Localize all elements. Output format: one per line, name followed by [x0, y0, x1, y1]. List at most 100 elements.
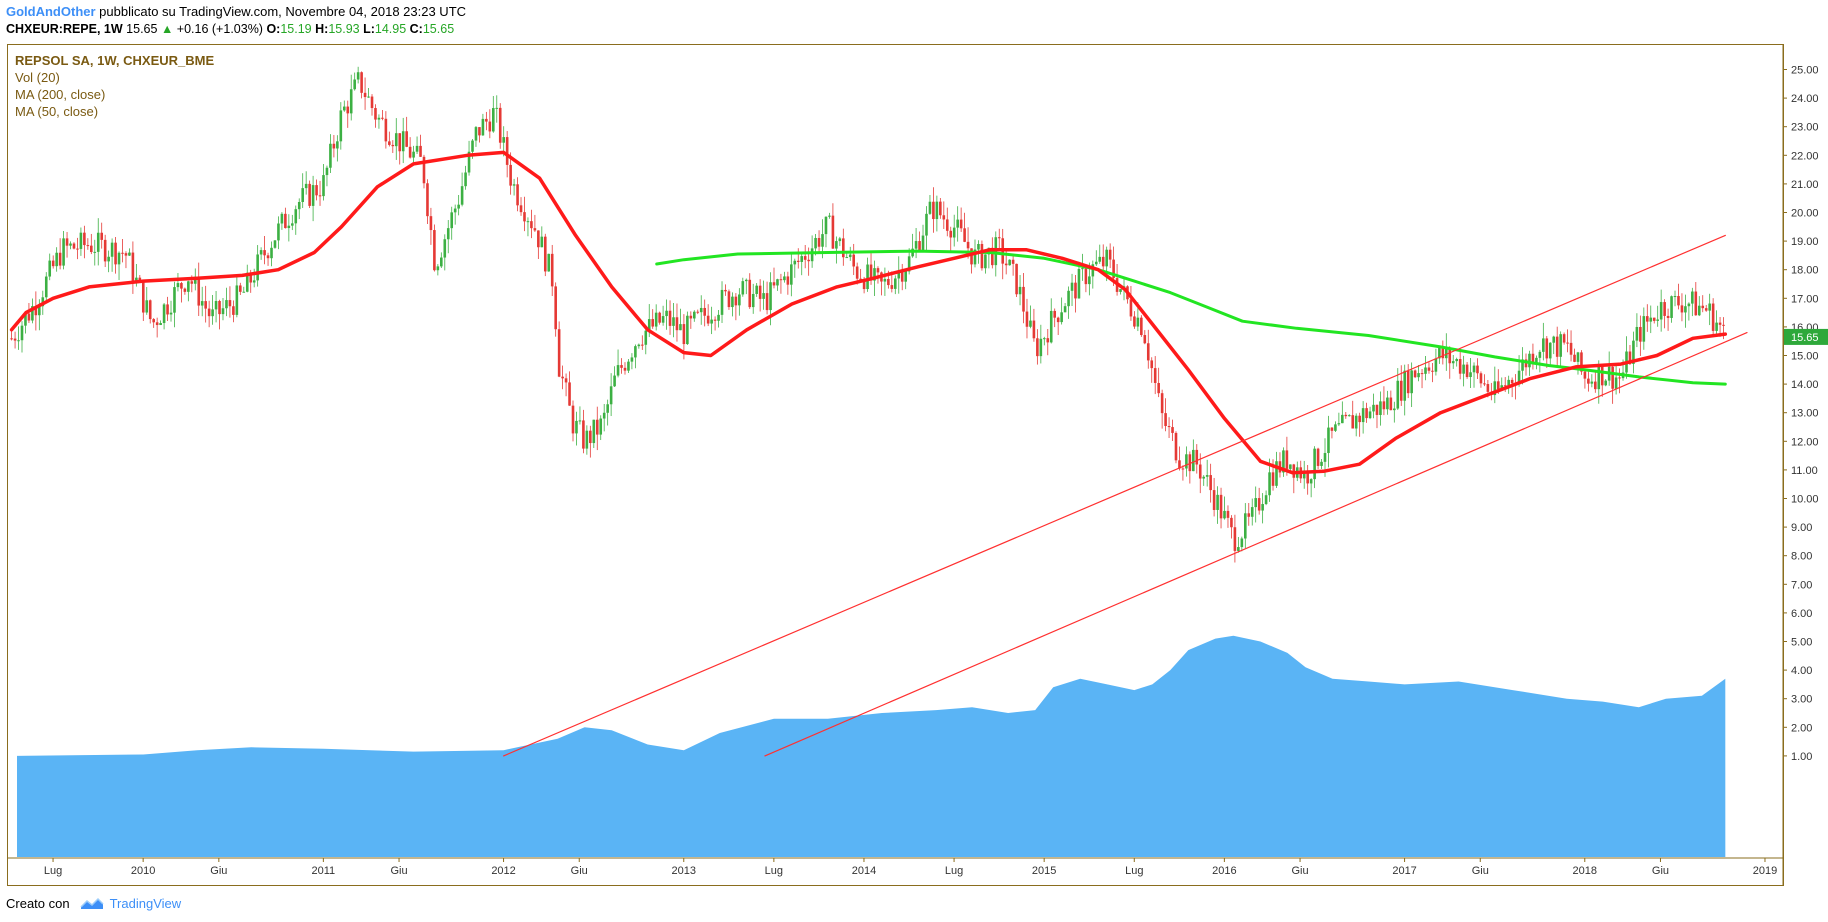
- candle-body: [668, 310, 672, 326]
- candle-body: [1455, 359, 1458, 362]
- price-tick-label: 8.00: [1791, 551, 1812, 563]
- candle-body: [485, 118, 488, 122]
- candle-body: [502, 137, 505, 143]
- candle-body: [599, 418, 603, 435]
- candle-body: [1091, 264, 1095, 277]
- chart-legend: REPSOL SA, 1W, CHXEUR_BME Vol (20) MA (2…: [15, 52, 214, 120]
- price-tick-label: 10.00: [1791, 494, 1819, 506]
- candle-body: [1320, 461, 1323, 466]
- candle-body: [762, 293, 765, 299]
- candle-body: [1323, 453, 1327, 462]
- candle-body: [1254, 498, 1257, 508]
- candle-body: [630, 357, 634, 362]
- candle-body: [1105, 249, 1108, 267]
- candle-body: [93, 251, 97, 253]
- candle-body: [79, 232, 83, 249]
- legend-ma50[interactable]: MA (50, close): [15, 104, 99, 119]
- candle-body: [183, 288, 187, 292]
- candle-body: [1032, 320, 1036, 339]
- candle-body: [578, 420, 582, 422]
- candle-body: [509, 164, 512, 186]
- candle-body: [277, 223, 280, 241]
- candle-body: [1212, 490, 1216, 510]
- candle-body: [1008, 259, 1011, 266]
- candle-body: [1181, 468, 1185, 470]
- candle-body: [696, 311, 700, 313]
- candle-body: [1417, 373, 1420, 378]
- candle-body: [634, 346, 637, 358]
- candle-body: [190, 281, 194, 284]
- time-tick-label: Lug: [44, 865, 62, 877]
- candle-body: [457, 204, 460, 209]
- candle-body: [1403, 370, 1407, 401]
- time-tick-label: Giu: [1652, 865, 1669, 877]
- candle-body: [554, 286, 557, 330]
- candle-body: [1448, 348, 1452, 364]
- candle-body: [1140, 317, 1143, 336]
- candle-body: [1011, 259, 1015, 264]
- candle-body: [460, 186, 464, 205]
- candle-body: [495, 107, 499, 109]
- legend-volume[interactable]: Vol (20): [15, 70, 60, 85]
- candle-body: [1496, 381, 1500, 390]
- candle-body: [1542, 338, 1545, 352]
- candle-body: [935, 201, 939, 220]
- candle-body: [10, 338, 13, 340]
- candle-body: [942, 215, 946, 220]
- candle-body: [121, 252, 124, 254]
- candle-body: [367, 96, 370, 98]
- candle-body: [228, 300, 232, 307]
- candle-body: [1347, 415, 1351, 417]
- candle-body: [197, 276, 201, 306]
- candle-body: [58, 252, 62, 266]
- tradingview-logo-icon: [80, 897, 104, 909]
- candle-body: [17, 340, 20, 342]
- candle-body: [488, 121, 492, 132]
- candle-body: [1535, 357, 1538, 365]
- candle-body: [717, 314, 720, 321]
- candle-body: [1337, 423, 1341, 425]
- price-tick-label: 20.00: [1791, 208, 1819, 220]
- candle-body: [20, 325, 24, 341]
- candle-body: [928, 201, 932, 214]
- candle-body: [273, 240, 277, 248]
- candle-body: [353, 79, 356, 90]
- time-tick-label: 2017: [1392, 865, 1416, 877]
- candle-body: [1687, 303, 1691, 307]
- time-tick-label: Lug: [765, 865, 783, 877]
- author-link[interactable]: GoldAndOther: [6, 4, 96, 19]
- candle-body: [1209, 475, 1212, 491]
- candle-body: [1133, 316, 1136, 327]
- candle-body: [731, 296, 734, 308]
- up-arrow-icon: ▲: [160, 22, 174, 36]
- candle-body: [675, 317, 679, 331]
- ma200-line: [655, 249, 1727, 386]
- candle-body: [1261, 504, 1264, 511]
- candle-body: [1701, 305, 1705, 309]
- candle-body: [1538, 351, 1542, 358]
- candle-body: [997, 237, 1001, 239]
- legend-ma200[interactable]: MA (200, close): [15, 87, 106, 102]
- time-tick-label: Giu: [390, 865, 407, 877]
- close-value: 15.65: [422, 22, 455, 36]
- price-tick-label: 24.00: [1791, 93, 1819, 105]
- candle-body: [287, 225, 291, 229]
- tradingview-link[interactable]: TradingView: [109, 896, 182, 911]
- candle-body: [1694, 291, 1698, 316]
- candle-body: [582, 420, 585, 449]
- price-tick-label: 9.00: [1791, 522, 1812, 534]
- candle-body: [1548, 342, 1552, 359]
- price-tick-label: 4.00: [1791, 665, 1812, 677]
- candle-body: [1018, 286, 1022, 295]
- candle-body: [131, 252, 135, 283]
- candle-body: [83, 232, 86, 246]
- candle-body: [96, 232, 100, 252]
- candle-body: [107, 256, 110, 262]
- candle-body: [405, 131, 408, 147]
- candle-body: [72, 243, 76, 249]
- candle-body: [1573, 354, 1576, 362]
- candle-body: [1659, 302, 1663, 320]
- candle-body: [883, 278, 887, 282]
- price-tick-label: 19.00: [1791, 236, 1819, 248]
